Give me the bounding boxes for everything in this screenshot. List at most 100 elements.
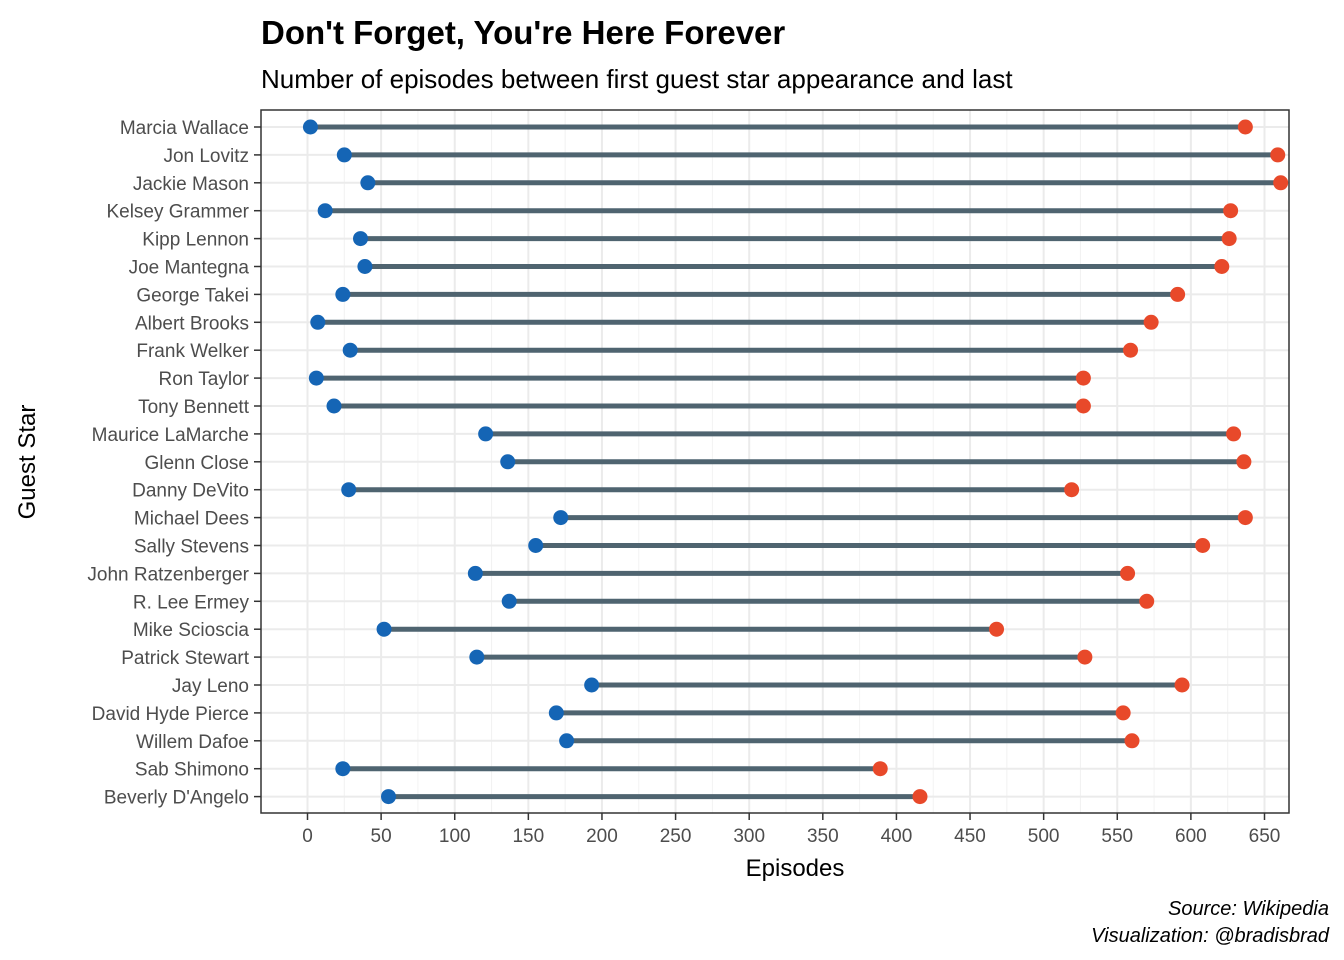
first-appearance-point — [336, 147, 352, 163]
first-appearance-point — [302, 119, 318, 135]
first-appearance-point — [553, 510, 569, 526]
first-appearance-point — [353, 231, 369, 247]
first-appearance-point — [342, 342, 358, 358]
y-tick-label: Jackie Mason — [133, 174, 249, 195]
first-appearance-point — [335, 286, 351, 302]
chart-subtitle: Number of episodes between first guest s… — [261, 64, 1013, 94]
y-tick-label: Danny DeVito — [132, 481, 249, 502]
first-appearance-point — [376, 621, 392, 637]
x-tick-label: 350 — [807, 826, 839, 847]
last-appearance-point — [1170, 286, 1186, 302]
last-appearance-point — [1120, 565, 1136, 581]
y-tick-label: Beverly D'Angelo — [104, 788, 249, 809]
y-tick-label: Ron Taylor — [159, 369, 250, 390]
y-tick-label: Frank Welker — [136, 341, 249, 362]
y-tick-label: Joe Mantegna — [129, 258, 250, 279]
last-appearance-point — [1143, 314, 1159, 330]
first-appearance-point — [469, 649, 485, 665]
x-tick-label: 450 — [954, 826, 986, 847]
first-appearance-point — [467, 565, 483, 581]
last-appearance-point — [872, 761, 888, 777]
first-appearance-point — [380, 789, 396, 805]
last-appearance-point — [1223, 203, 1239, 219]
x-tick-label: 200 — [586, 826, 618, 847]
x-tick-label: 500 — [1028, 826, 1060, 847]
last-appearance-point — [912, 789, 928, 805]
last-appearance-point — [1226, 426, 1242, 442]
y-tick-label: George Takei — [136, 285, 249, 306]
x-tick-label: 0 — [302, 826, 313, 847]
x-tick-label: 150 — [512, 826, 544, 847]
x-tick-label: 300 — [733, 826, 765, 847]
first-appearance-point — [360, 175, 376, 191]
y-tick-label: Michael Dees — [134, 509, 249, 530]
x-tick-label: 600 — [1175, 826, 1207, 847]
y-tick-label: Kipp Lennon — [142, 230, 249, 251]
x-tick-label: 50 — [371, 826, 392, 847]
last-appearance-point — [1077, 649, 1093, 665]
y-tick-label: Marcia Wallace — [120, 118, 249, 139]
last-appearance-point — [1237, 119, 1253, 135]
first-appearance-point — [559, 733, 575, 749]
first-appearance-point — [528, 538, 544, 553]
y-tick-label: Patrick Stewart — [121, 648, 249, 669]
first-appearance-point — [335, 761, 351, 777]
last-appearance-point — [1270, 147, 1286, 163]
last-appearance-point — [1124, 733, 1140, 749]
x-axis: 0 50 100 150 200 250 300 350 400 450 500 550 600 650 — [302, 813, 1280, 847]
first-appearance-point — [500, 454, 516, 470]
y-tick-label: Jay Leno — [172, 676, 249, 697]
y-tick-label: David Hyde Pierce — [92, 704, 249, 725]
x-tick-label: 550 — [1101, 826, 1133, 847]
last-appearance-point — [1174, 677, 1190, 693]
x-tick-label: 400 — [881, 826, 913, 847]
last-appearance-point — [1075, 398, 1091, 414]
y-tick-label: Maurice LaMarche — [92, 425, 249, 446]
last-appearance-point — [1214, 259, 1230, 274]
first-appearance-point — [357, 259, 373, 274]
y-tick-label: Glenn Close — [144, 453, 249, 474]
first-appearance-point — [341, 482, 357, 498]
last-appearance-point — [1237, 510, 1253, 526]
first-appearance-point — [478, 426, 494, 442]
first-appearance-point — [548, 705, 564, 721]
y-tick-label: Albert Brooks — [135, 313, 249, 334]
chart-title: Don't Forget, You're Here Forever — [261, 14, 785, 51]
last-appearance-point — [1195, 538, 1211, 553]
y-tick-label: Willem Dafoe — [136, 732, 249, 753]
x-tick-label: 650 — [1249, 826, 1281, 847]
first-appearance-point — [584, 677, 600, 693]
y-tick-label: Jon Lovitz — [163, 146, 249, 167]
y-tick-label: Sally Stevens — [134, 537, 249, 558]
last-appearance-point — [1236, 454, 1252, 470]
first-appearance-point — [326, 398, 342, 414]
first-appearance-point — [501, 593, 517, 609]
last-appearance-point — [1221, 231, 1237, 247]
y-tick-label: R. Lee Ermey — [133, 592, 250, 613]
dumbbell-points — [302, 119, 1289, 805]
y-tick-label: Sab Shimono — [135, 760, 249, 781]
x-tick-label: 250 — [660, 826, 692, 847]
last-appearance-point — [1075, 370, 1091, 386]
first-appearance-point — [317, 203, 333, 219]
y-tick-label: Tony Bennett — [138, 397, 250, 418]
caption-credit: Visualization: @bradisbrad — [1091, 925, 1330, 947]
y-tick-label: Mike Scioscia — [133, 620, 250, 641]
dumbbell-segments — [310, 124, 1281, 800]
first-appearance-point — [310, 314, 326, 330]
last-appearance-point — [989, 621, 1005, 637]
last-appearance-point — [1273, 175, 1289, 191]
y-tick-label: John Ratzenberger — [87, 564, 249, 585]
x-axis-title: Episodes — [746, 855, 845, 882]
y-tick-label: Kelsey Grammer — [106, 202, 249, 223]
y-axis: Marcia Wallace Jon Lovitz Jackie Mason Kels… — [87, 118, 261, 809]
y-axis-title: Guest Star — [14, 405, 41, 520]
caption-source: Source: Wikipedia — [1168, 898, 1329, 920]
last-appearance-point — [1064, 482, 1080, 498]
last-appearance-point — [1115, 705, 1131, 721]
first-appearance-point — [308, 370, 324, 386]
last-appearance-point — [1123, 342, 1139, 358]
last-appearance-point — [1139, 593, 1155, 609]
x-tick-label: 100 — [439, 826, 471, 847]
